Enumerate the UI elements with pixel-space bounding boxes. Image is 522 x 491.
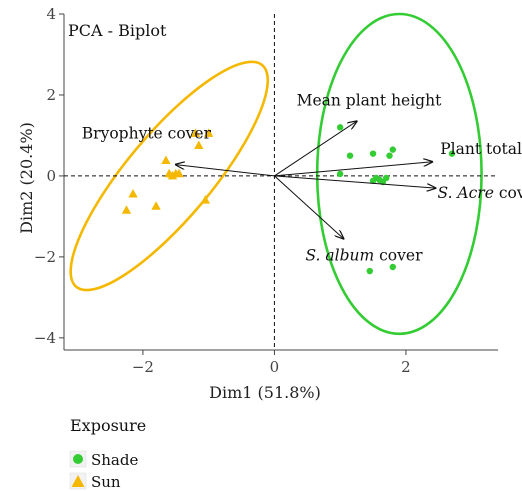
confidence-ellipses <box>69 12 483 336</box>
vector-label-italic: S. Acre <box>438 184 494 202</box>
shade-point <box>369 150 377 157</box>
sun-point <box>203 128 214 137</box>
vector-label: Plant total cover <box>440 140 522 158</box>
x-tick-label: 0 <box>270 358 280 376</box>
legend-title: Exposure <box>70 416 146 435</box>
vector-label: Mean plant height <box>297 91 442 109</box>
shade-point <box>346 152 354 159</box>
x-axis-title: Dim1 (51.8%) <box>209 383 321 402</box>
sun-point <box>128 189 138 198</box>
vector-label: S. album cover <box>305 247 423 265</box>
vector-label-text: Bryophyte cover <box>82 125 212 143</box>
vector-arrow <box>274 121 356 177</box>
vector-label-text: Plant total cover <box>440 140 522 158</box>
legend-label: Shade <box>91 451 138 469</box>
legend: Exposure Shade Sun <box>69 416 146 491</box>
shade-ellipse <box>315 12 483 336</box>
shade-point <box>448 150 456 157</box>
legend-shade-marker <box>73 454 83 464</box>
sun-point <box>151 201 161 210</box>
chart-title: PCA - Biplot <box>68 21 167 40</box>
variable-vectors: Mean plant height Plant total cover S. Acr… <box>82 91 522 264</box>
vector-arrow <box>274 162 432 177</box>
x-tick-label: 2 <box>401 358 411 376</box>
shade-point <box>389 146 396 153</box>
legend-label: Sun <box>91 473 121 491</box>
sun-point <box>200 195 211 204</box>
vector-arrow <box>274 175 435 188</box>
shade-point <box>383 174 390 182</box>
data-points <box>121 124 456 275</box>
shade-point <box>369 177 377 184</box>
vector-arrow <box>176 165 275 177</box>
vector-label-italic: S. album <box>305 247 374 265</box>
vector-label-text: cover <box>374 247 423 265</box>
vector-label-text: Mean plant height <box>297 91 442 109</box>
y-tick-label: 0 <box>46 167 56 185</box>
sun-point <box>161 155 171 164</box>
y-tick-label: 4 <box>46 5 56 23</box>
y-tick-label: 2 <box>46 86 56 104</box>
sun-point <box>174 168 184 178</box>
y-tick-label: −4 <box>34 329 56 347</box>
vector-label: Bryophyte cover <box>82 125 212 143</box>
vector-arrow <box>274 175 343 239</box>
shade-point <box>336 124 344 131</box>
sun-point <box>190 128 201 137</box>
vector-label-text: cover <box>494 184 522 202</box>
shade-point <box>336 170 344 178</box>
legend-sun-marker <box>71 475 85 487</box>
shade-point <box>366 267 373 275</box>
plot-axes: −2 0 2 −4 −2 0 2 4 <box>34 5 498 376</box>
shade-point <box>389 263 396 271</box>
vector-label: S. Acre cover <box>438 184 522 202</box>
y-axis-title: Dim2 (20.4%) <box>17 122 36 234</box>
y-tick-label: −2 <box>34 248 56 266</box>
sun-point <box>121 205 132 214</box>
x-tick-label: −2 <box>132 358 154 376</box>
shade-point <box>386 152 393 159</box>
sun-point <box>194 140 204 149</box>
